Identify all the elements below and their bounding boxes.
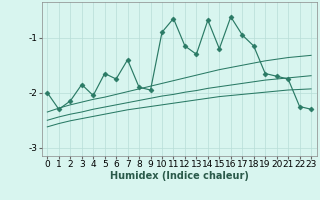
X-axis label: Humidex (Indice chaleur): Humidex (Indice chaleur)	[110, 171, 249, 181]
